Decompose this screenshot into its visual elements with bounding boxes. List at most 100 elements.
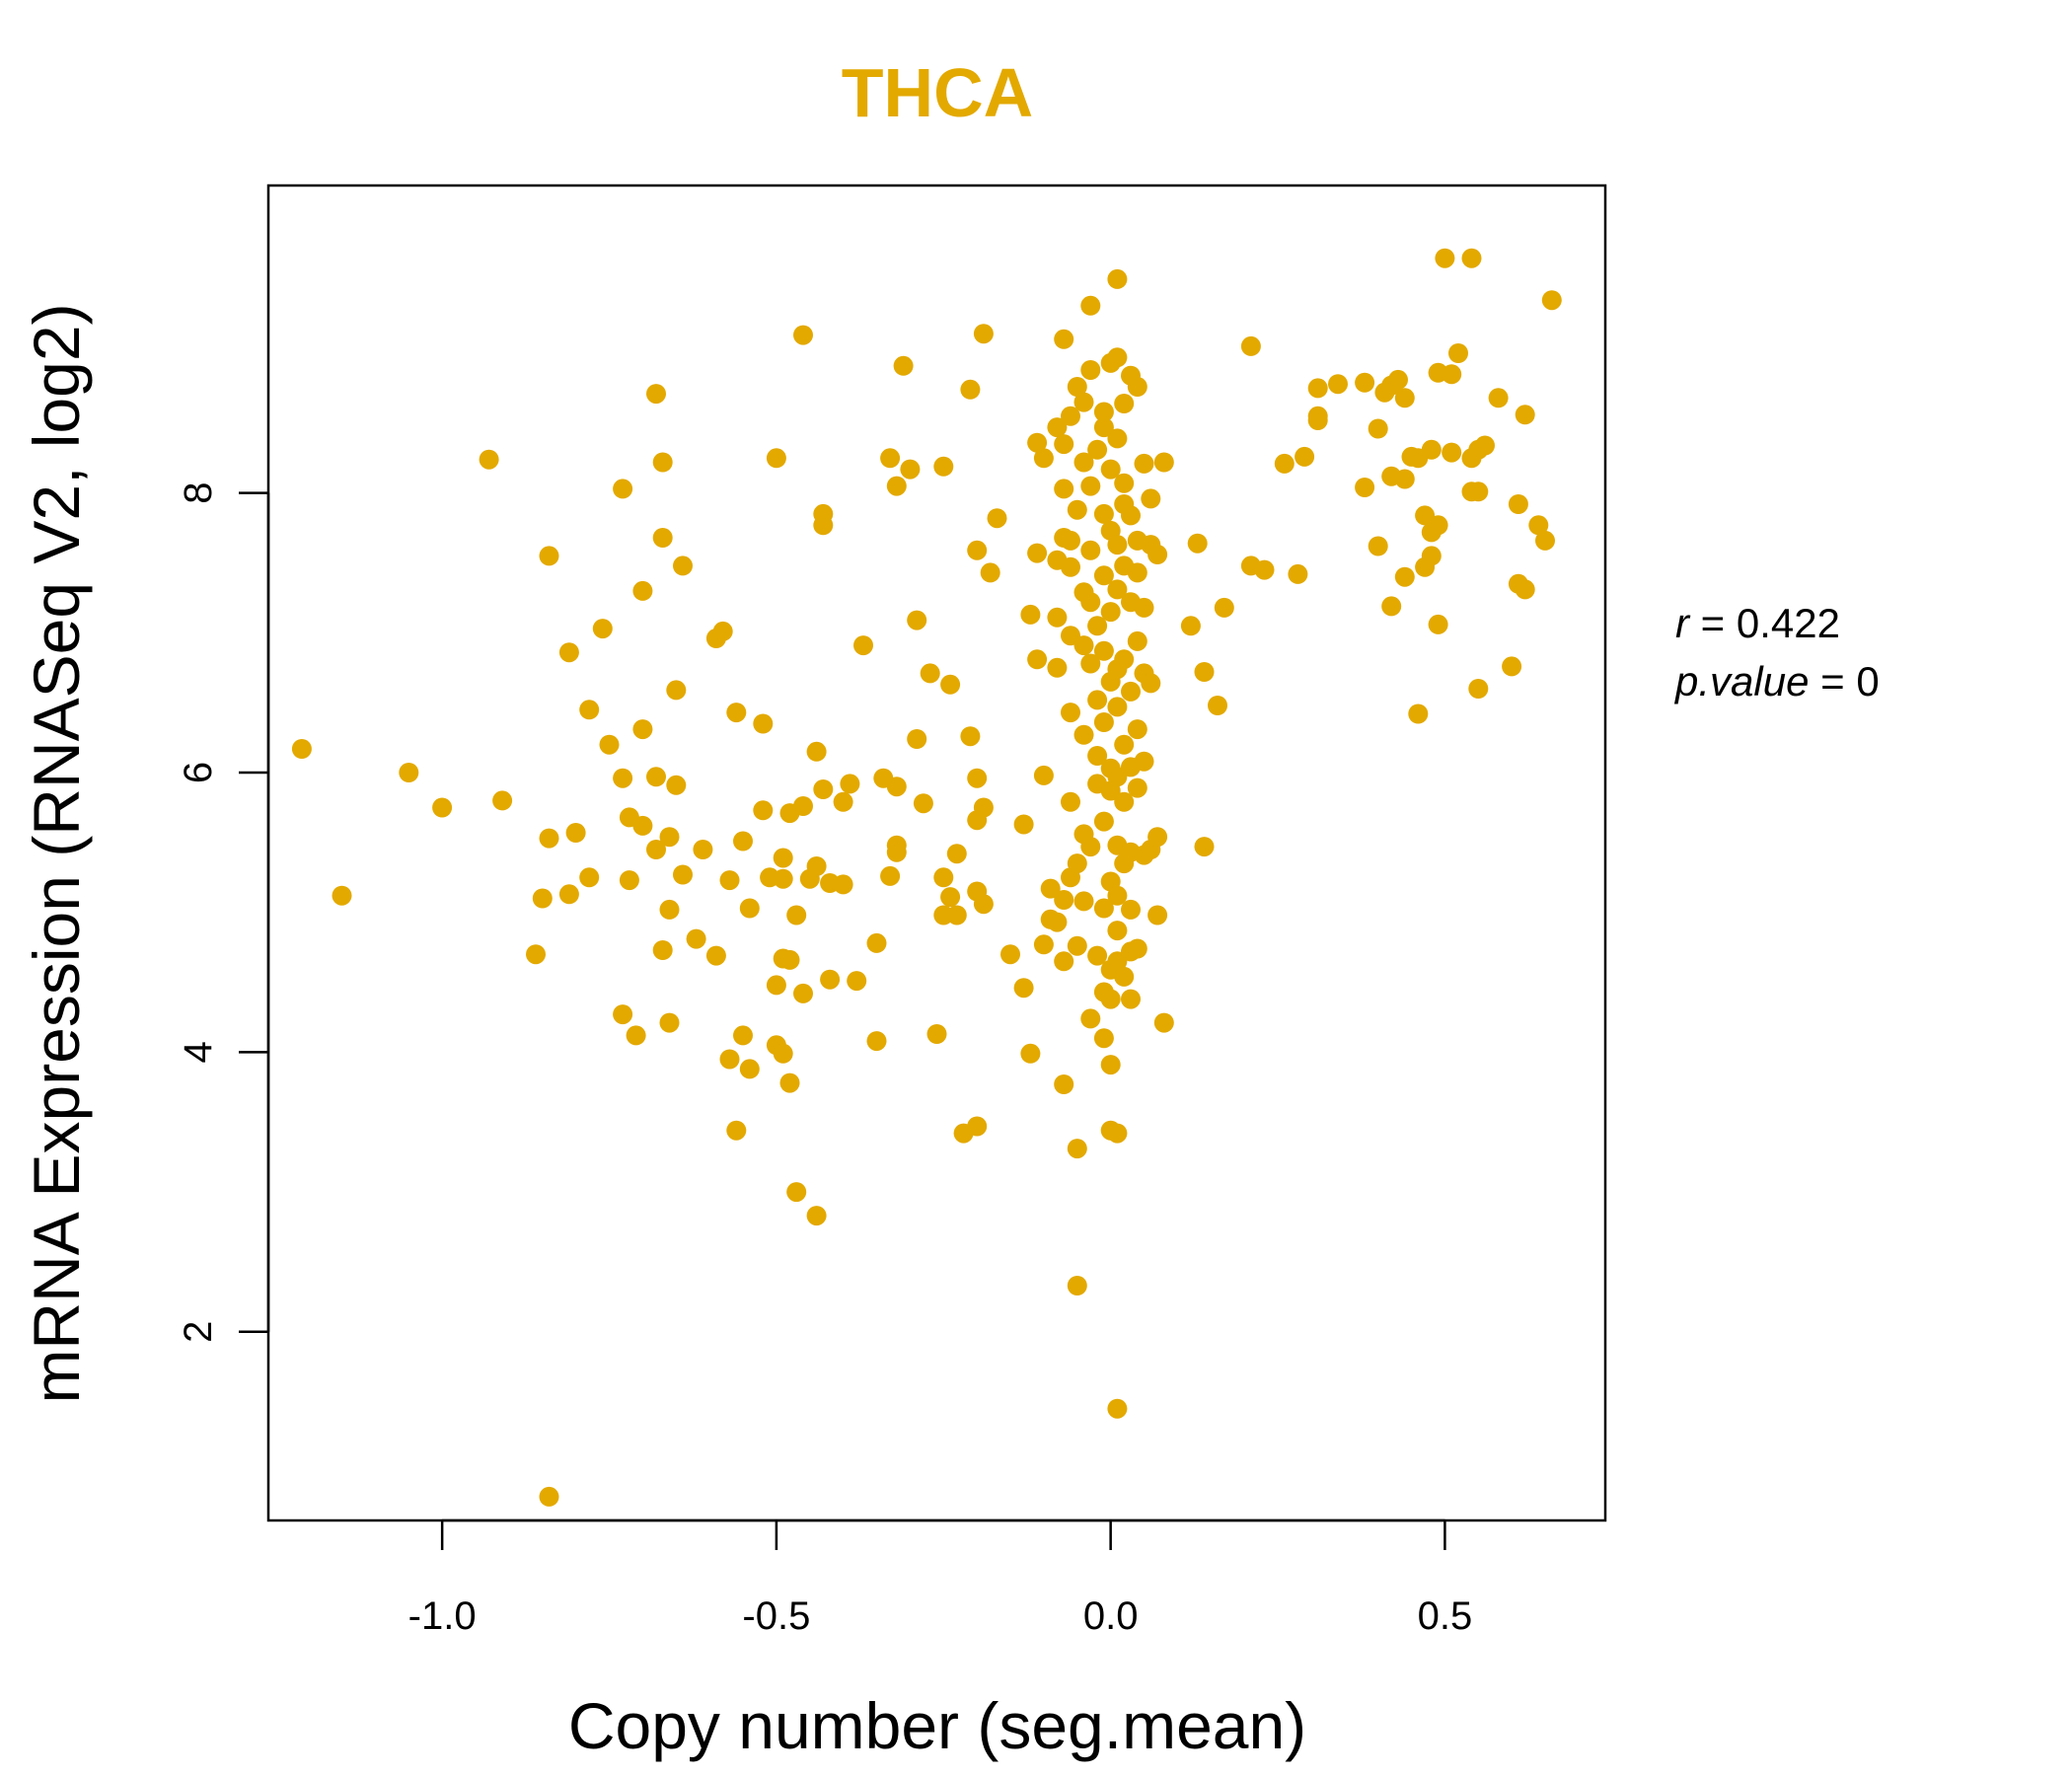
data-point — [1475, 435, 1495, 456]
data-point — [1000, 944, 1020, 965]
data-point — [1040, 878, 1061, 899]
data-point — [659, 899, 680, 920]
data-point — [1093, 402, 1114, 422]
data-point — [913, 793, 933, 814]
y-tick-label: 2 — [177, 1321, 220, 1343]
data-point — [1461, 248, 1482, 268]
data-point — [626, 1025, 646, 1046]
data-point — [1114, 649, 1135, 670]
data-point — [1121, 899, 1141, 920]
data-point — [880, 865, 901, 886]
data-point — [1107, 535, 1128, 555]
data-point — [773, 868, 793, 889]
data-point — [1107, 428, 1128, 449]
data-point — [1061, 791, 1080, 812]
data-point — [1448, 343, 1468, 363]
data-point — [1100, 602, 1121, 623]
data-point — [726, 1120, 747, 1141]
data-point — [967, 768, 988, 788]
data-point — [1408, 703, 1429, 724]
data-point — [659, 827, 680, 848]
data-point — [866, 932, 887, 953]
data-point — [1107, 579, 1128, 600]
data-point — [1087, 945, 1108, 966]
data-point — [1107, 697, 1128, 717]
data-point — [1073, 891, 1094, 912]
data-point — [1288, 563, 1308, 584]
data-point — [526, 944, 546, 965]
data-point — [1194, 837, 1215, 857]
data-point — [1240, 335, 1261, 356]
data-point — [1027, 432, 1048, 453]
data-point — [1087, 746, 1108, 766]
data-point — [332, 885, 352, 906]
data-point — [399, 763, 419, 782]
data-point — [1073, 452, 1094, 473]
data-point — [1127, 377, 1147, 397]
data-point — [1067, 499, 1087, 520]
data-point — [1047, 657, 1068, 678]
data-point — [693, 840, 713, 859]
data-point — [592, 619, 613, 639]
p-value: 0 — [1856, 658, 1879, 704]
y-tick-label: 4 — [177, 1041, 220, 1063]
data-point — [726, 703, 747, 723]
data-point — [1054, 479, 1074, 499]
data-point — [1054, 890, 1074, 910]
y-axis-title: mRNA Expression (RNASeq V2, log2) — [20, 303, 93, 1403]
data-point — [1134, 597, 1154, 618]
data-point — [739, 898, 760, 919]
data-point — [532, 888, 553, 909]
data-point — [1187, 533, 1208, 554]
data-point — [933, 456, 954, 477]
data-point — [1528, 515, 1549, 536]
data-point — [847, 971, 867, 992]
data-point — [1114, 394, 1135, 413]
data-point — [1061, 556, 1080, 577]
data-point — [1033, 448, 1054, 469]
data-point — [1127, 719, 1147, 740]
r-label: r — [1675, 600, 1691, 646]
data-point — [940, 887, 961, 908]
data-point — [1020, 604, 1041, 625]
data-point — [1033, 765, 1054, 785]
data-point — [646, 840, 666, 859]
data-point — [813, 779, 834, 799]
data-point — [1328, 374, 1348, 395]
data-point — [1274, 453, 1295, 474]
data-point — [1087, 439, 1108, 460]
data-point — [1355, 478, 1375, 497]
data-point — [1067, 853, 1087, 874]
chart-title: THCA — [842, 54, 1033, 131]
data-point — [1515, 405, 1535, 425]
data-point — [733, 1025, 753, 1046]
data-point — [686, 928, 706, 949]
data-point — [739, 1059, 760, 1079]
data-point — [773, 848, 793, 868]
data-point — [1141, 488, 1161, 509]
data-point — [479, 449, 499, 470]
data-point — [632, 815, 653, 836]
data-point — [1027, 649, 1048, 670]
data-point — [1107, 1123, 1128, 1144]
data-point — [652, 452, 673, 473]
data-point — [673, 864, 693, 885]
data-point — [1054, 951, 1074, 972]
data-point — [1394, 566, 1415, 587]
data-point — [1080, 1008, 1101, 1029]
data-point — [599, 734, 620, 755]
data-point — [613, 768, 633, 788]
data-point — [1428, 515, 1448, 536]
data-point — [1020, 1043, 1041, 1064]
data-point — [1080, 592, 1101, 613]
data-point — [766, 448, 786, 469]
data-point — [907, 729, 927, 749]
data-point — [1107, 921, 1128, 941]
data-point — [1147, 827, 1168, 848]
data-point — [880, 448, 901, 469]
data-point — [539, 1486, 559, 1507]
data-point — [1080, 360, 1101, 380]
data-point — [1033, 934, 1054, 955]
data-point — [1368, 536, 1388, 556]
x-axis-title: Copy number (seg.mean) — [568, 1689, 1306, 1762]
